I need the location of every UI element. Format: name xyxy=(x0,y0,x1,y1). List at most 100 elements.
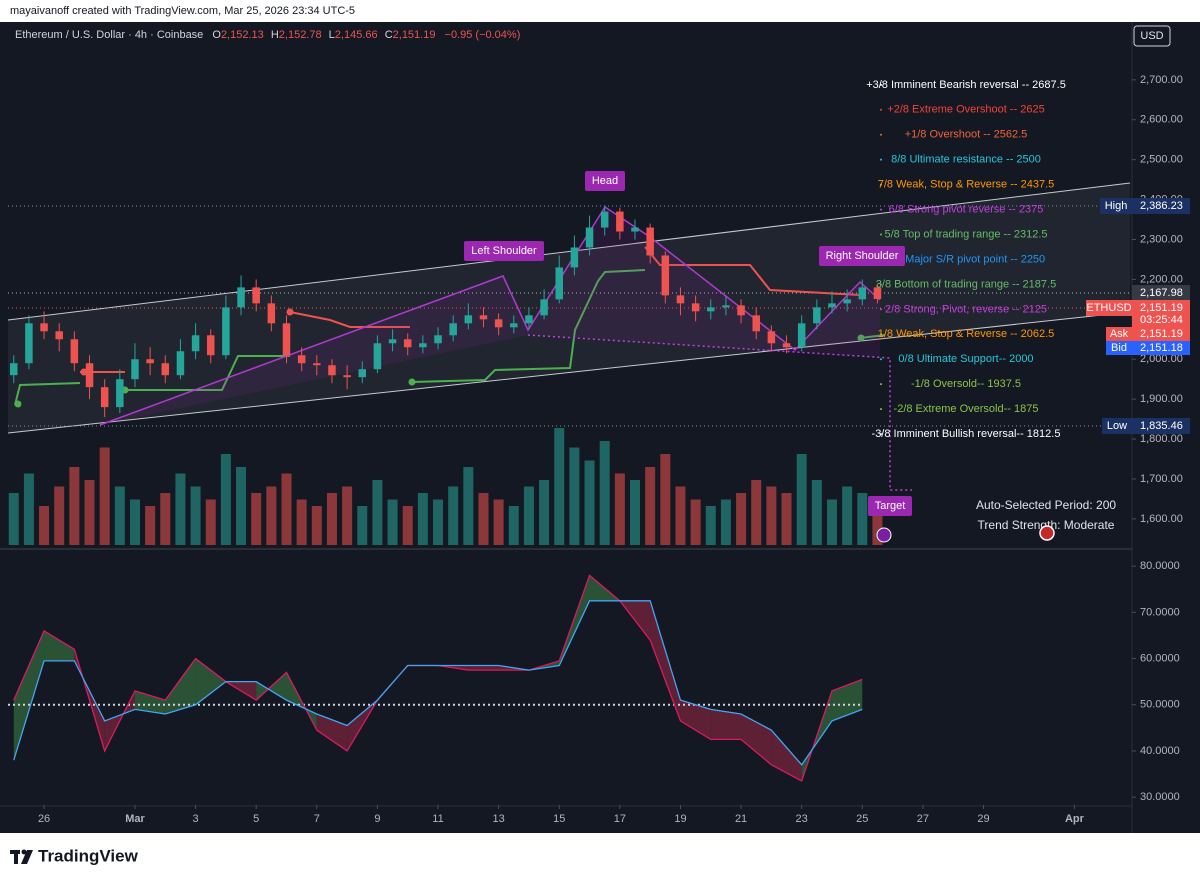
candle-body xyxy=(585,227,594,248)
volume-bar xyxy=(251,493,262,545)
y-tick-label: 2,200.00 xyxy=(1140,273,1183,285)
candle-body xyxy=(419,343,427,348)
band-fill xyxy=(831,679,863,721)
candle-body xyxy=(297,355,306,364)
pattern-tags: Head Left Shoulder Right Shoulder Target xyxy=(464,171,912,516)
murrey-layer: +3/8 Imminent Bearish reversal -- 2687.5… xyxy=(866,79,1066,440)
candle-body xyxy=(540,299,548,316)
candle-body xyxy=(161,363,170,376)
x-tick-label: Mar xyxy=(125,813,145,825)
band-fill xyxy=(650,600,681,721)
supertrend-dots xyxy=(14,308,865,408)
brand: TradingView xyxy=(38,846,139,865)
symbol-tag: ETHUSD xyxy=(1086,302,1131,314)
level-label: 7/8 Weak, Stop & Reverse -- 2437.5 xyxy=(878,179,1055,191)
price-tags: High 2,386.23 2,167.98 ETHUSD 2,151.19 0… xyxy=(1086,198,1190,434)
right-shoulder-tag: Right Shoulder xyxy=(826,250,899,262)
x-tick-label: 3 xyxy=(193,813,199,825)
y-tick-label: 1,800.00 xyxy=(1140,433,1183,445)
x-tick-label: 5 xyxy=(253,813,259,825)
candle-body xyxy=(873,287,882,299)
level-label: +2/8 Extreme Overshoot -- 2625 xyxy=(887,104,1044,116)
y-tick-label: 1,900.00 xyxy=(1140,393,1183,405)
candle-body xyxy=(600,211,609,228)
supertrend-down xyxy=(289,311,410,328)
logo-part xyxy=(21,850,33,864)
tag-box xyxy=(464,241,544,261)
pattern-outline xyxy=(99,205,881,426)
ohlc-value: 2,152.78 xyxy=(279,29,322,41)
level-label: 2/8 Strong, Pivot, reverse -- 2125 xyxy=(885,303,1047,315)
candle-body xyxy=(494,319,503,328)
left-shoulder-tag: Left Shoulder xyxy=(471,245,537,257)
volume-bar xyxy=(781,493,792,545)
candle-body xyxy=(267,303,276,324)
candles-layer xyxy=(10,205,882,418)
trend-dot xyxy=(14,400,22,408)
volume-bar xyxy=(84,480,95,545)
band-fill xyxy=(680,700,711,740)
tag-box xyxy=(1132,285,1190,301)
level-label: 8/8 Ultimate resistance -- 2500 xyxy=(891,154,1041,166)
volume-bar xyxy=(796,454,807,545)
ohlc-key: O xyxy=(212,29,221,41)
event-icon[interactable] xyxy=(1039,525,1055,541)
x-tick-label: 9 xyxy=(374,813,380,825)
candle-body xyxy=(707,307,715,312)
event-icon[interactable] xyxy=(876,527,892,543)
neckline-target xyxy=(527,334,912,491)
level-dot xyxy=(880,433,882,436)
candle-body xyxy=(767,331,776,344)
volume-bar xyxy=(23,473,34,545)
candle-body xyxy=(131,359,139,380)
trend-dot xyxy=(286,308,294,316)
supertrend-up xyxy=(411,269,646,383)
candle-body xyxy=(434,335,442,344)
band-fill xyxy=(165,658,196,714)
tag-box xyxy=(1132,341,1190,355)
volume-bar xyxy=(402,506,413,545)
x-tick-label: 17 xyxy=(614,813,626,825)
y-tick-label: 1,600.00 xyxy=(1140,513,1183,525)
level-label: 0/8 Ultimate Support-- 2000 xyxy=(898,353,1033,365)
candle-body xyxy=(797,323,806,348)
y-tick-label: 40.0000 xyxy=(1140,745,1180,757)
candle-body xyxy=(616,211,624,232)
volume-bar xyxy=(463,467,474,545)
x-tick-label: 13 xyxy=(493,813,505,825)
ask-tag: Ask xyxy=(1110,328,1129,340)
level-label: 3/8 Bottom of trading range -- 2187.5 xyxy=(876,278,1056,290)
volume-bar xyxy=(842,486,853,545)
volume-bar xyxy=(190,486,201,545)
y-tick-label: 60.0000 xyxy=(1140,652,1180,664)
candle-body xyxy=(116,379,124,408)
volume-bar xyxy=(69,467,80,545)
level-label: 4/8 Major S/R pivot point -- 2250 xyxy=(887,253,1045,265)
bid-price: 2,151.18 xyxy=(1140,342,1183,354)
volume-bar xyxy=(326,493,337,545)
supertrend-up xyxy=(125,355,290,391)
currency-button[interactable] xyxy=(1133,25,1171,47)
high-tag: High xyxy=(1105,200,1128,212)
candle-body xyxy=(313,363,321,366)
candle-body xyxy=(752,315,760,332)
level-dot xyxy=(880,233,882,236)
band-fill xyxy=(134,690,166,714)
head-tag: Head xyxy=(592,175,618,187)
candle-body xyxy=(237,287,245,308)
x-tick-label: Apr xyxy=(1065,813,1085,825)
candle-body xyxy=(282,323,291,356)
tag-box xyxy=(819,246,905,266)
volume-bar xyxy=(766,486,777,545)
candle-body xyxy=(676,295,685,304)
candle-body xyxy=(191,335,200,352)
volume-bar xyxy=(129,499,140,545)
volume-bar xyxy=(539,480,550,545)
ohlc-value: 2,151.19 xyxy=(393,29,436,41)
ohlc-value: 2,152.13 xyxy=(221,29,264,41)
band-fill xyxy=(468,665,499,671)
level-label: 1/8 Weak, Stop & Reverse -- 2062.5 xyxy=(878,328,1055,340)
currency-label[interactable]: USD xyxy=(1140,30,1163,42)
tag-box xyxy=(1086,300,1132,316)
axis-layer: 1,600.00 1,700.00 1,800.00 1,900.00 2,000.00… xyxy=(38,74,1183,825)
